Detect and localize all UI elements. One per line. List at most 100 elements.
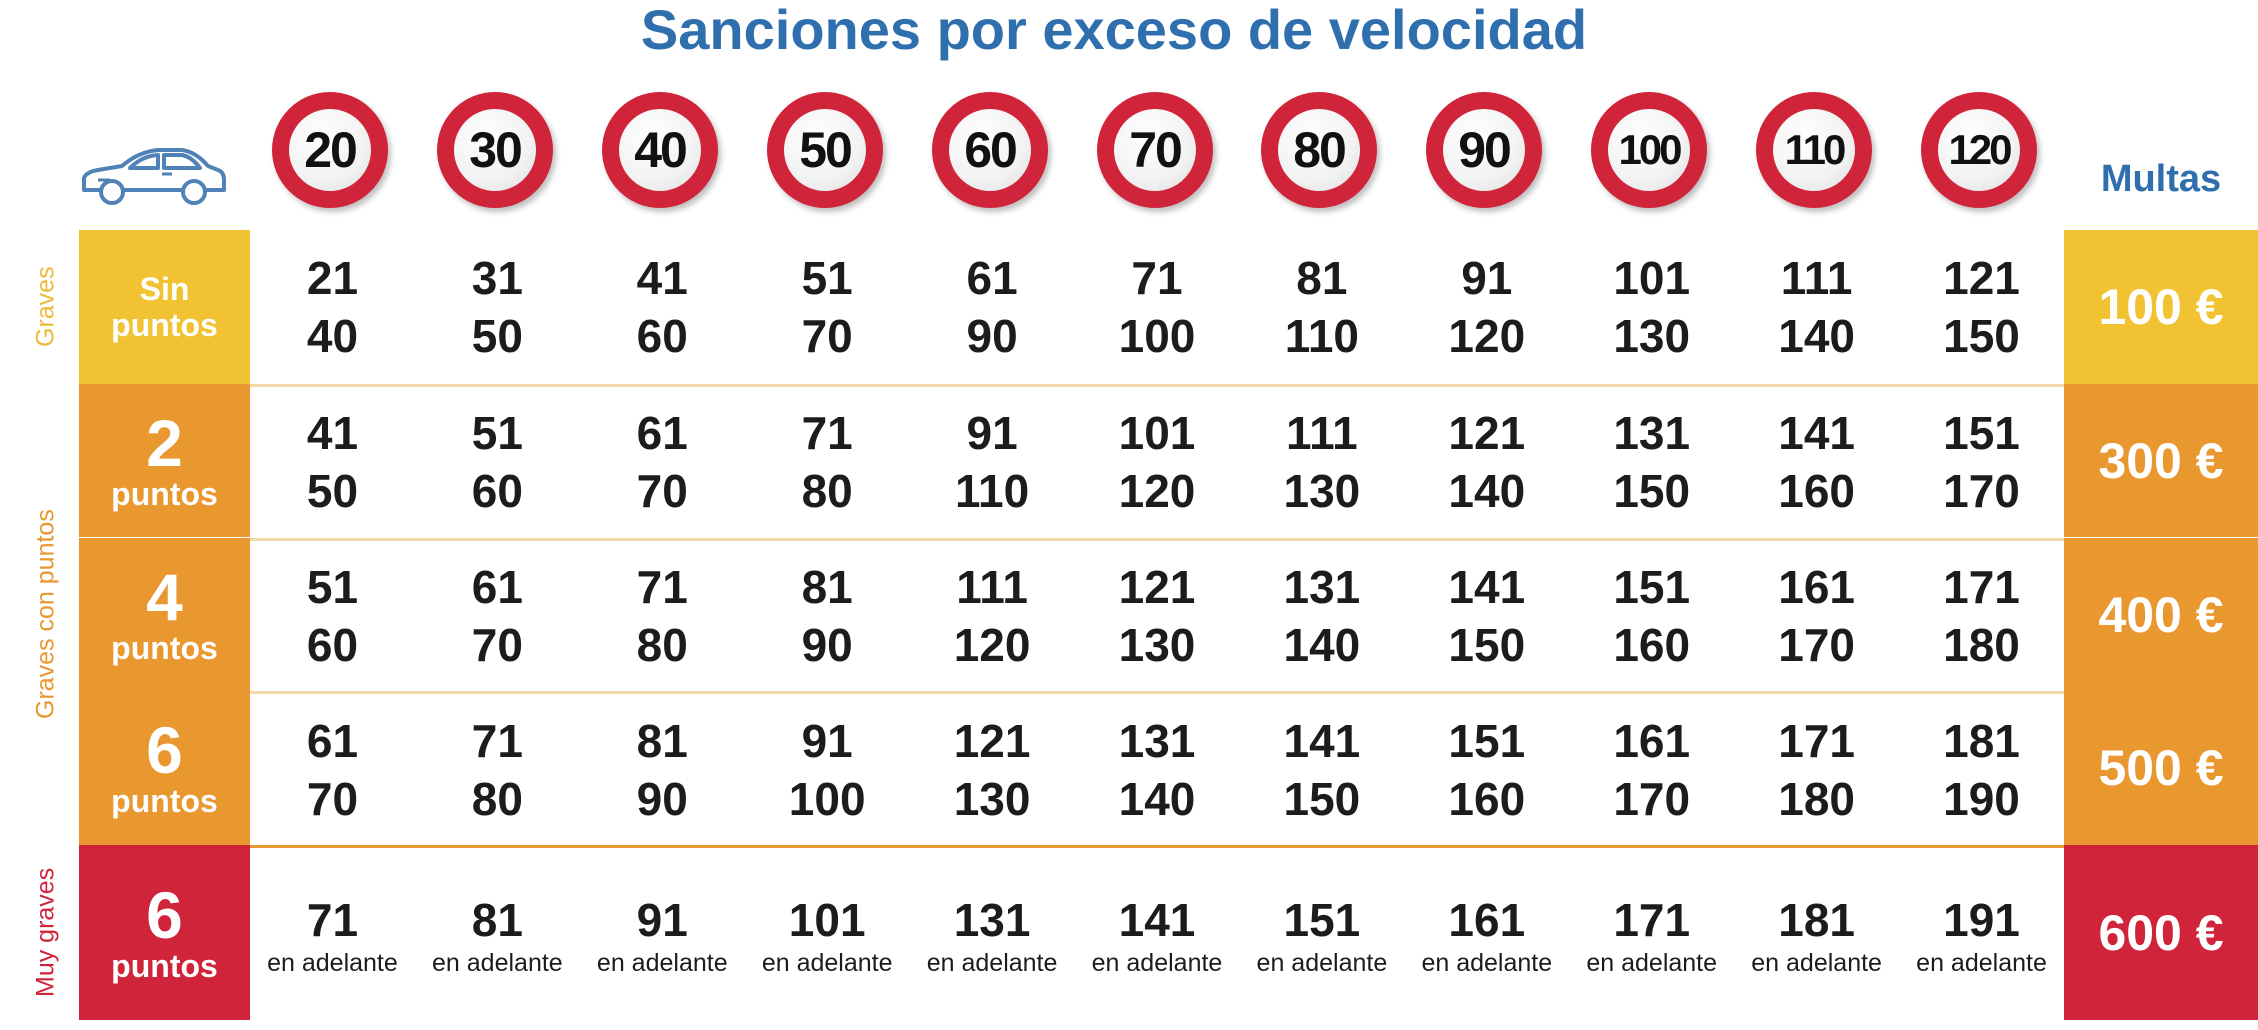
range-from: 141 [1778,407,1855,459]
speed-limit-sign: 90 [1426,92,1542,208]
range-from: 191 [1943,894,2020,946]
points-value: 6 [146,713,183,787]
range-from: 141 [1118,894,1196,946]
speed-range-cell: 131 150 [1569,387,1734,537]
range-from: 91 [801,714,853,767]
multas-header: Multas [2100,158,2222,200]
range-to: 170 [1613,772,1691,825]
range-from: 41 [636,252,688,304]
speed-range-cell: 21 40 [250,230,415,384]
range-to: 190 [1943,772,2020,825]
points-value: 2 [146,405,183,480]
range-onwards: en adelante [926,949,1058,977]
speed-range-cell: 101 120 [1075,387,1240,537]
range-to: 110 [1284,310,1359,362]
range-onwards: en adelante [1091,949,1223,977]
range-from: 151 [1448,714,1526,767]
range-from: 51 [306,561,359,613]
speed-range-cell: 81 90 [745,541,910,691]
speed-range-cell: 51 60 [415,387,580,537]
range-to: 120 [953,619,1031,671]
range-onwards: en adelante [596,949,728,977]
range-to: 80 [801,465,853,517]
speed-range-cell: 61 70 [580,387,745,537]
range-from: 51 [801,252,853,304]
range-from: 161 [1448,894,1526,946]
range-to: 180 [1943,619,2020,671]
speed-range-cell: 121 140 [1404,387,1569,537]
speed-range-grid: 61 70 71 80 81 90 91 100 121 130 131 140 141 150 151 16… [250,691,2064,845]
speed-range-cell: 151 160 [1569,541,1734,691]
range-onwards: en adelante [1751,949,1882,977]
range-to: 130 [1613,310,1691,362]
speed-range-cell: 191 en adelante [1899,848,2064,1020]
speed-range-cell: 141 150 [1239,694,1404,845]
points-label: 6 puntos [79,845,250,1020]
range-to: 120 [1118,465,1196,517]
range-from: 81 [471,894,523,946]
speed-range-cell: 161 en adelante [1404,848,1569,1020]
speed-limit-sign: 100 [1591,92,1707,208]
range-from: 141 [1283,714,1361,767]
speed-range-cell: 71 80 [580,541,745,691]
range-to: 140 [1283,619,1361,671]
range-to: 90 [966,310,1018,362]
points-unit: puntos [111,475,218,512]
speed-range-cell: 101 en adelante [745,848,910,1020]
speed-range-cell: 141 160 [1734,387,1899,537]
range-to: 130 [1118,619,1196,671]
fine-amount: 500 € [2098,740,2224,796]
speed-range-cell: 121 130 [910,694,1075,845]
range-to: 140 [1448,465,1526,517]
range-to: 50 [306,465,359,517]
fine-amount: 100 € [2098,279,2224,335]
range-from: 151 [1943,407,2020,459]
speed-range-cell: 91 110 [910,387,1075,537]
speed-range-cell: 41 50 [250,387,415,537]
range-to: 130 [1283,465,1361,517]
car-icon [82,148,226,205]
speed-range-cell: 81 en adelante [415,848,580,1020]
range-onwards: en adelante [1421,949,1553,977]
range-from: 161 [1613,714,1691,767]
range-onwards: en adelante [1256,949,1388,977]
range-to: 40 [306,310,359,362]
range-to: 100 [788,772,866,825]
points-label: 6 puntos [79,691,250,845]
speed-range-cell: 141 150 [1404,541,1569,691]
range-from: 171 [1778,714,1855,767]
speed-range-cell: 131 140 [1239,541,1404,691]
speed-limit-value: 50 [784,109,866,191]
sanction-row: 6 puntos 61 70 71 80 81 90 91 100 121 130 131 140 141 1… [79,691,2258,845]
speed-range-cell: 141 en adelante [1075,848,1240,1020]
range-to: 90 [636,772,688,825]
range-to: 60 [471,465,523,517]
sanction-row: 4 puntos 51 60 61 70 71 80 81 90 111 120 121 130 131 14… [79,538,2258,691]
range-to: 150 [1283,772,1361,825]
sanction-row: Sin puntos 21 40 31 50 41 60 51 70 61 90 71 100 81 110 9… [79,230,2258,384]
range-from: 71 [471,714,523,767]
speed-range-cell: 131 en adelante [910,848,1075,1020]
points-value: 4 [146,559,183,634]
sanction-row: 6 puntos 71 en adelante 81 en adelante 91 en ad… [79,845,2258,1020]
range-onwards: en adelante [432,949,563,977]
category-graves-label: Graves [31,266,60,348]
page-title: Sanciones por exceso de velocidad [640,0,1588,61]
range-from: 131 [953,894,1031,946]
range-from: 61 [636,407,688,459]
range-from: 51 [471,407,523,459]
range-from: 81 [636,714,688,767]
range-from: 131 [1283,561,1361,613]
speed-range-grid: 21 40 31 50 41 60 51 70 61 90 71 100 81 110 91 120 101 13… [250,230,2064,384]
range-from: 41 [306,407,359,459]
speed-limit-sign: 120 [1921,92,2037,208]
range-to: 150 [1613,465,1691,517]
range-from: 91 [966,407,1018,459]
speed-range-cell: 81 110 [1239,230,1404,384]
speed-range-cell: 171 180 [1734,694,1899,845]
range-to: 140 [1778,310,1855,362]
speed-range-cell: 121 150 [1899,230,2064,384]
speed-range-cell: 171 180 [1899,541,2064,691]
range-to: 80 [636,619,688,671]
range-from: 71 [1131,252,1183,304]
